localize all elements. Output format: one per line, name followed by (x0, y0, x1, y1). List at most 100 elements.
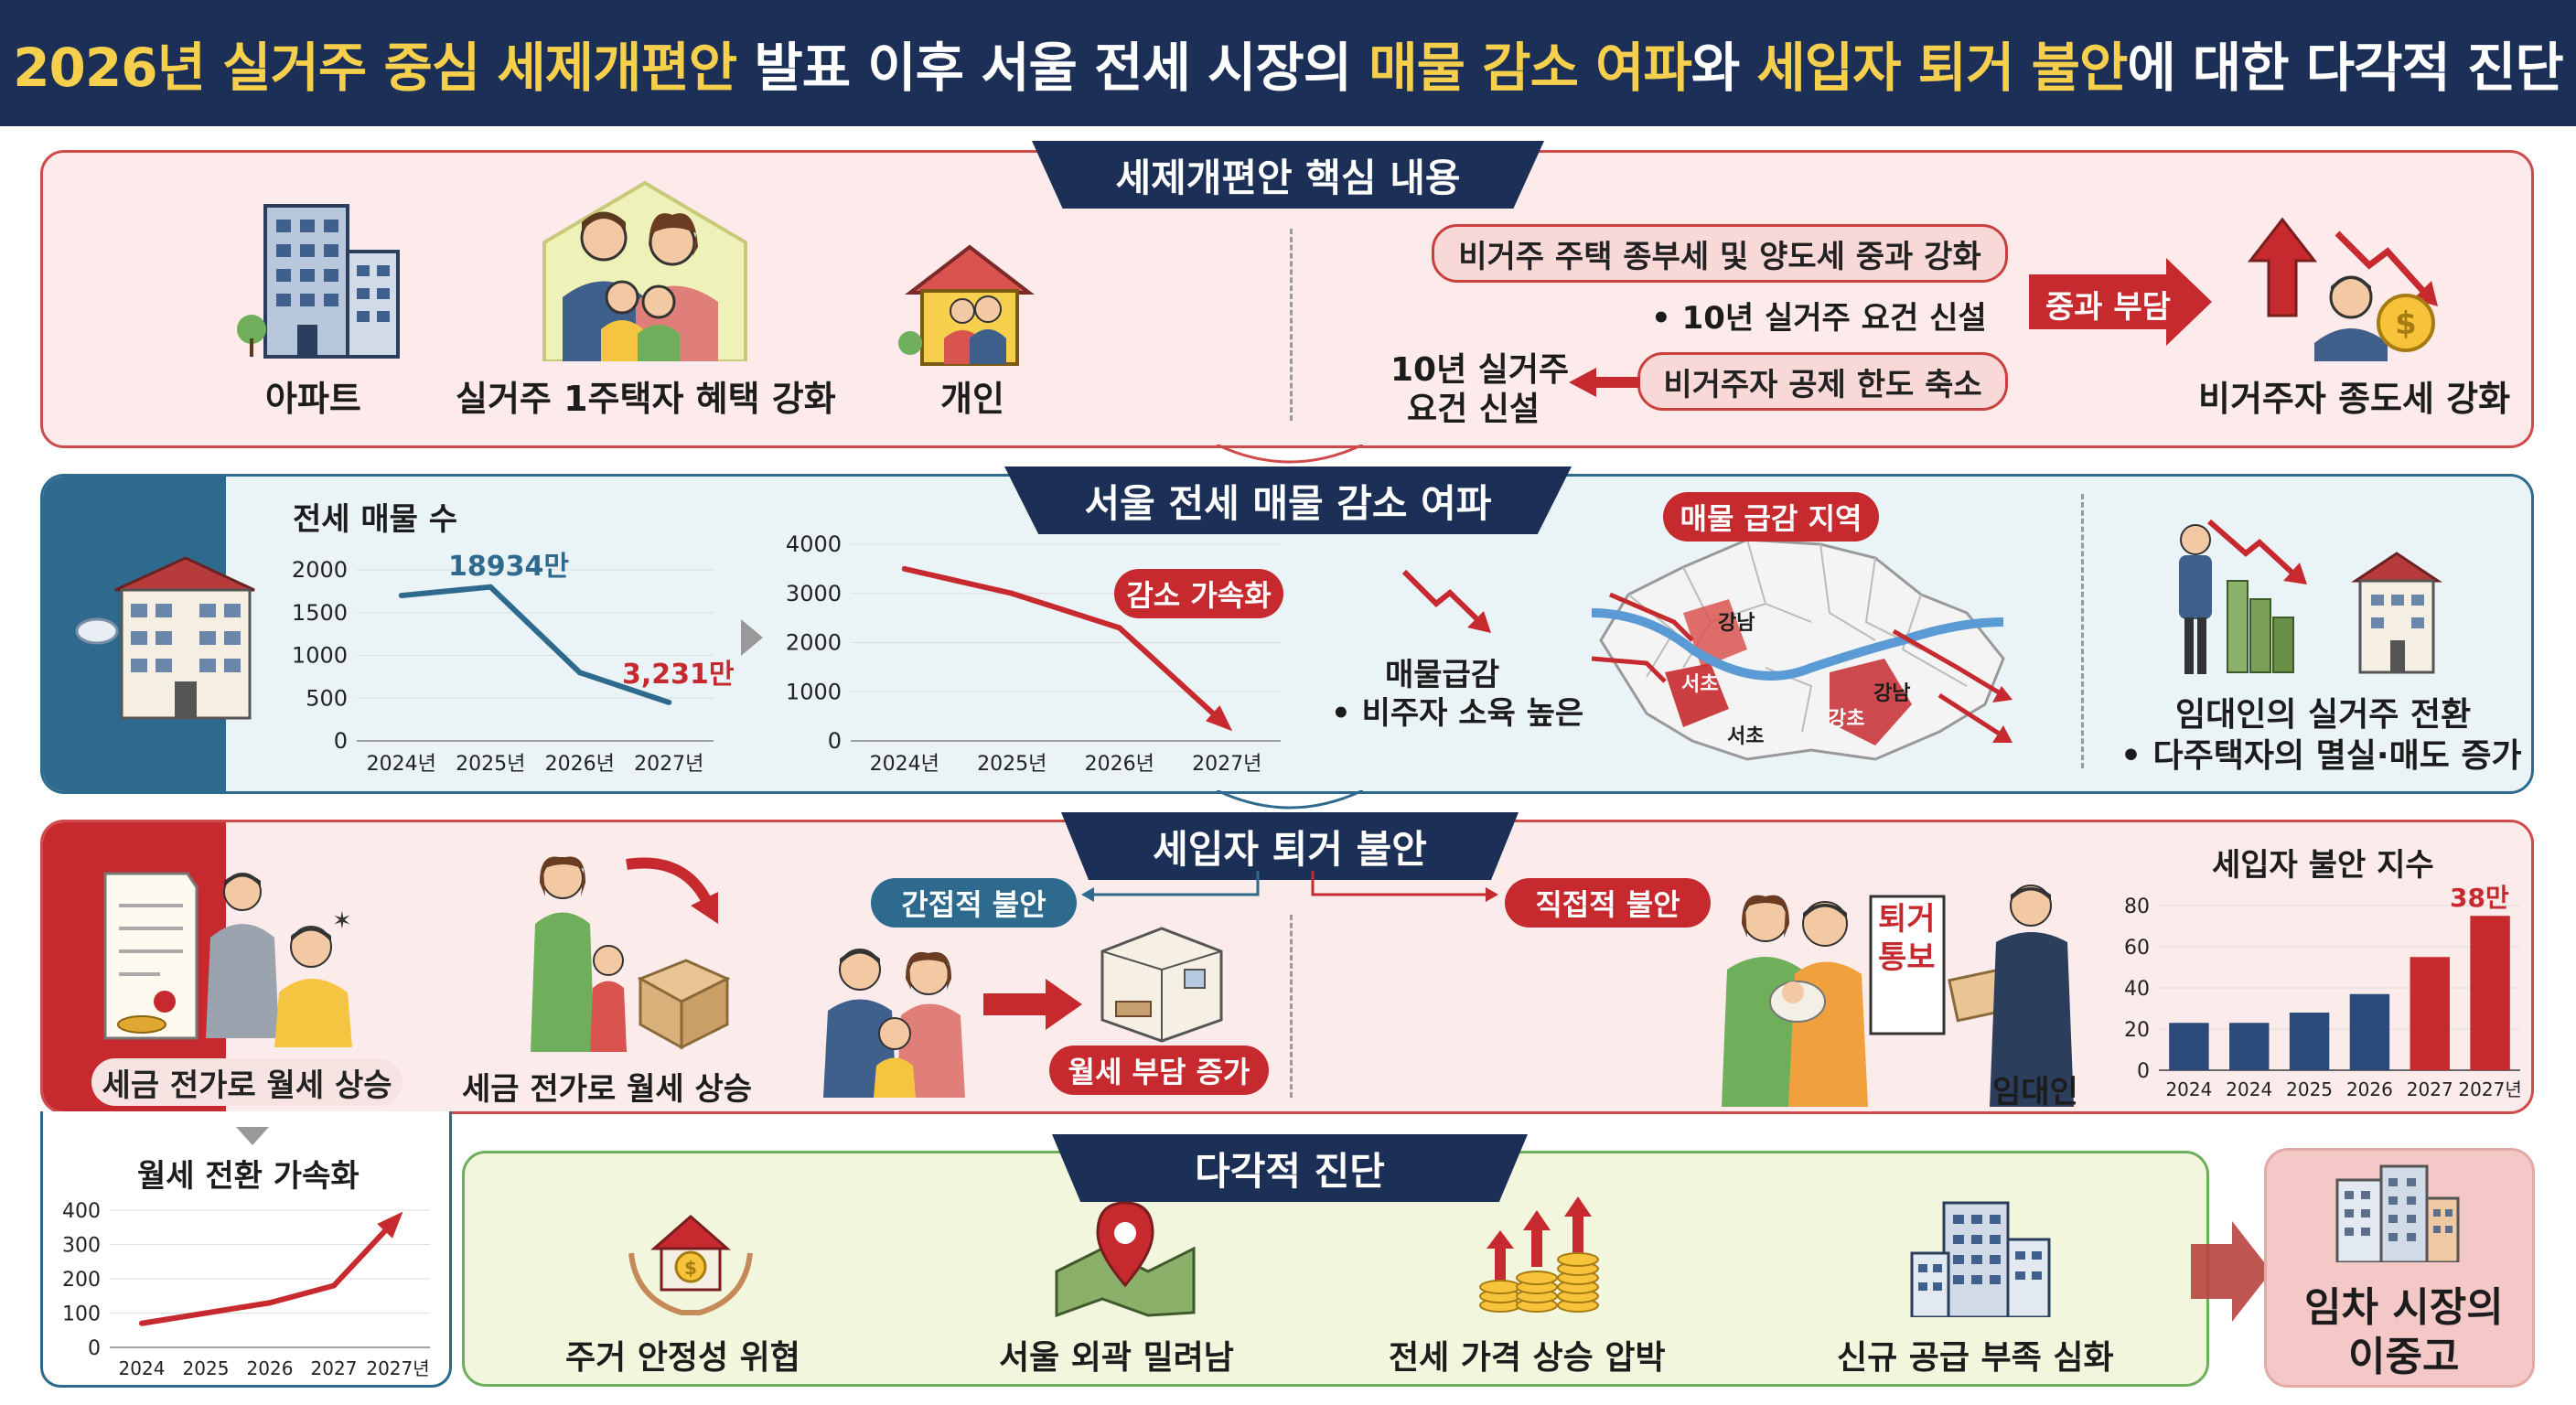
y-tick-label: 20 (2124, 1019, 2150, 1042)
arrow-label-surcharge: 중과 부담 (2045, 289, 2171, 326)
data-point (139, 1320, 145, 1326)
x-tick-label: 2027 (311, 1357, 358, 1379)
diag-item-3: 전세 가격 상승 압박 (1389, 1339, 1666, 1377)
icon-label-apartment: 아파트 (265, 379, 361, 419)
x-tick-label: 2027년 (366, 1357, 429, 1379)
chart1-peak-label: 18934만 (448, 551, 569, 583)
section3-divider (1290, 915, 1293, 1098)
pill-rent-burden: 월세 부담 증가 (1049, 1046, 1269, 1095)
title-part-1: 2026년 실거주 중심 세제개편안 (13, 37, 737, 99)
surcharge-arrow (2029, 258, 2212, 346)
pill-indirect: 간접적 불안 (871, 878, 1077, 928)
data-point (901, 565, 907, 572)
x-tick-label: 2026년 (545, 753, 615, 776)
x-tick-label: 2024 (2165, 1078, 2212, 1100)
title-part-5: 세입자 퇴거 불안 (1756, 37, 2128, 99)
building-icon (75, 556, 255, 720)
y-tick-label: 2000 (292, 557, 348, 583)
bar (2229, 1023, 2270, 1070)
y-tick-label: 2000 (786, 630, 842, 656)
svg-text:$: $ (2395, 306, 2417, 342)
final-text-2: 이중고 (2348, 1334, 2460, 1380)
x-tick-label: 2025 (183, 1357, 230, 1379)
eviction-notice-text: 퇴거통보 (1878, 901, 1936, 976)
chart4-annotation: 38만 (2450, 883, 2509, 913)
chevron-right-icon (741, 619, 763, 656)
svg-text:$: $ (684, 1257, 697, 1279)
bar (2410, 957, 2450, 1070)
right-text-conversion: 임대인의 실거주 전환 (2175, 696, 2472, 734)
data-point (203, 1310, 209, 1316)
title-part-6: 에 대한 다각적 진단 (2127, 37, 2563, 99)
city-buildings-icon (1910, 1201, 2051, 1317)
x-tick-label: 2025 (2286, 1078, 2333, 1100)
text-10year-1: 10년 실거주 (1390, 351, 1570, 389)
final-text-1: 임차 시장의 (2304, 1284, 2504, 1331)
section2-divider (2081, 494, 2084, 768)
y-tick-label: 80 (2124, 896, 2150, 918)
y-tick-label: 4000 (786, 531, 842, 557)
x-tick-label: 2024년 (870, 753, 939, 776)
data-point (666, 699, 672, 705)
bullet-10year: • 10년 실거주 요건 신설 (1651, 300, 1987, 337)
note-listing-drop: 매물급감 (1385, 657, 1500, 693)
data-point (576, 670, 583, 676)
y-tick-label: 0 (334, 728, 348, 754)
diag-item-2: 서울 외곽 밀려남 (999, 1339, 1234, 1377)
individual-house-icon (898, 244, 1035, 366)
worried-family-icon (823, 949, 965, 1098)
down-trend-icon (1401, 569, 1491, 633)
text-10year-2: 요건 신설 (1407, 391, 1540, 428)
apartment-icon (237, 204, 400, 359)
eviction-notice-icon (1722, 885, 2074, 1107)
note-nonresident: • 비주자 소육 높은 (1331, 695, 1584, 732)
pill-nonresident-tax: 비거주 주택 종부세 및 양도세 중과 강화 (1432, 224, 2008, 283)
indirect-connector (1081, 871, 1260, 902)
data-point (1116, 625, 1122, 631)
x-tick-label: 2027년 (1192, 753, 1261, 776)
connector-1 (1217, 445, 1363, 464)
y-tick-label: 1500 (292, 600, 348, 626)
chart-listing-count: 0 500 1000 1500 2000 2024년 2025년 2026년 2027년 (292, 557, 714, 776)
tax-burden-icon: $ (2247, 217, 2438, 361)
family-moving-icon (531, 856, 731, 1052)
data-point (331, 1282, 337, 1289)
right-arrow (983, 979, 1082, 1030)
title-part-4: 와 (1690, 37, 1757, 99)
x-tick-label: 2025년 (977, 753, 1046, 776)
series-line (904, 565, 1229, 729)
y-tick-label: 100 (62, 1303, 101, 1326)
map-label-gangcho: 강초 (1828, 708, 1865, 731)
big-right-arrow (2191, 1221, 2271, 1322)
banner-tax-reform: 세제개편안 핵심 내용 (1032, 141, 1544, 209)
icon-label-individual: 개인 (940, 379, 1004, 419)
seoul-map (1591, 538, 2012, 761)
y-tick-label: 60 (2124, 937, 2150, 960)
data-point (1009, 590, 1015, 596)
data-point (488, 584, 494, 590)
banner-diagnosis: 다각적 진단 (1052, 1134, 1528, 1202)
y-tick-label: 1000 (292, 643, 348, 669)
chart-decline-acceleration: 0 1000 2000 3000 4000 2024년 2025년 2026년 2027년 (786, 531, 1281, 776)
map-label-seocho-1: 서초 (1681, 673, 1719, 696)
x-tick-label: 2026 (2346, 1078, 2393, 1100)
direct-connector (1311, 871, 1498, 902)
bar (2349, 993, 2390, 1070)
data-point (398, 593, 404, 599)
chart-monthly-rent: 0 100 200 300 400 2024 2025 2026 2027 2027년 (62, 1200, 430, 1379)
caption-rent-rise-1: 세금 전가로 월세 상승 (91, 1058, 402, 1106)
chevron-down-icon (236, 1127, 269, 1145)
diag-item-1: 주거 안정성 위협 (565, 1339, 800, 1377)
rent-chart-panel (40, 1111, 452, 1388)
x-tick-label: 2024 (119, 1357, 166, 1379)
chart4-title: 세입자 불안 지수 (2212, 847, 2434, 884)
arrowhead (1205, 705, 1233, 732)
pill-direct: 직접적 불안 (1505, 878, 1711, 928)
map-label-seocho-2: 서초 (1727, 725, 1765, 748)
y-tick-label: 0 (2137, 1060, 2150, 1083)
chart1-title: 전세 매물 수 (293, 501, 458, 538)
x-tick-label: 2024년 (367, 753, 436, 776)
x-tick-label: 2027 (2407, 1078, 2453, 1100)
section1-divider (1290, 229, 1293, 421)
arrowhead (377, 1211, 403, 1239)
